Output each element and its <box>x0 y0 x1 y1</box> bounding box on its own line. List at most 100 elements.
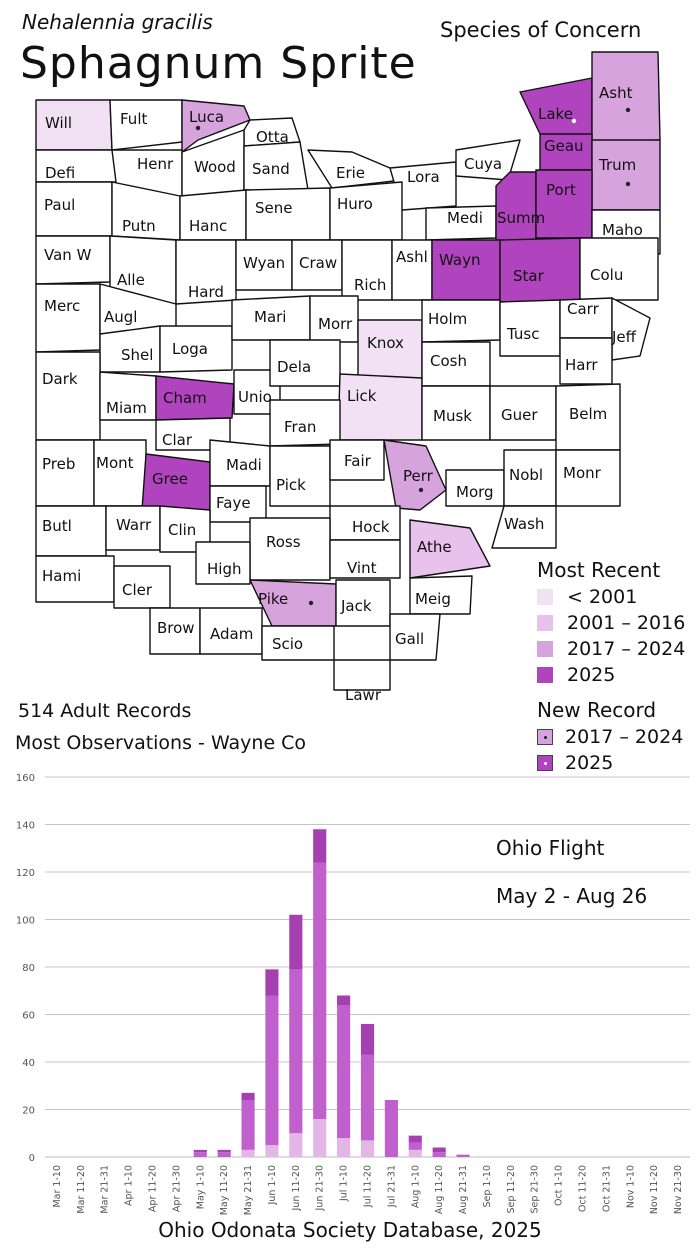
x-tick-label: Oct 11-20 <box>578 1165 589 1212</box>
x-tick-label: Sep 21-30 <box>530 1165 541 1214</box>
bar-segment <box>265 1145 279 1157</box>
bar-segment <box>241 1100 255 1150</box>
county-label: Perr <box>403 467 434 485</box>
county-label: Alle <box>117 271 145 289</box>
county-label: Van W <box>44 246 92 264</box>
county-label: Lake <box>538 105 573 123</box>
county-label: Athe <box>417 538 452 556</box>
legend-label: 2025 <box>567 664 616 686</box>
county-label: Guer <box>501 406 538 424</box>
bar-segment <box>360 1054 375 1141</box>
bar-segment <box>337 995 351 1005</box>
y-tick-label: 40 <box>22 1058 35 1069</box>
county-label: Unio <box>238 388 272 406</box>
county-label: Cuya <box>464 155 502 173</box>
county-dark <box>35 351 101 441</box>
bar-segment <box>456 1154 470 1157</box>
bar-segment <box>193 1152 207 1157</box>
county-label: Fult <box>120 110 147 128</box>
x-tick-label: Apr 11-20 <box>148 1165 159 1212</box>
county-label: Hanc <box>189 217 227 235</box>
legend-most-recent-title: Most Recent <box>537 558 661 582</box>
county-cham <box>155 375 235 421</box>
bar-segment <box>384 1100 398 1157</box>
x-tick-label: Jul 21-31 <box>386 1165 397 1208</box>
county-label: Asht <box>599 84 633 102</box>
county-label: Wood <box>194 158 236 176</box>
new-record-dot <box>418 487 424 493</box>
legend-label: 2025 <box>565 752 614 774</box>
county-label: Gree <box>152 470 188 488</box>
county-label: Jack <box>340 597 372 615</box>
x-tick-label: Aug 11-20 <box>434 1165 445 1214</box>
county-lick <box>337 373 423 441</box>
county-label: Lora <box>407 168 440 186</box>
county-loga <box>159 325 233 373</box>
county-label: Defi <box>45 164 75 182</box>
county-label: Meig <box>415 590 451 608</box>
x-tick-label: Mar 11-20 <box>76 1165 87 1214</box>
common-name-title: Sphagnum Sprite <box>20 38 417 89</box>
county-label: Adam <box>210 625 253 643</box>
county-gall <box>389 613 441 661</box>
y-tick-label: 60 <box>22 1011 35 1022</box>
county-label: Belm <box>569 405 607 423</box>
x-tick-label: Jul 11-20 <box>363 1165 374 1208</box>
county-label: Faye <box>216 494 251 512</box>
county-label: Hami <box>42 567 81 585</box>
county-label: Port <box>546 181 576 199</box>
y-tick-label: 100 <box>16 916 35 927</box>
legend-item: 2001 – 2016 <box>537 610 685 636</box>
bar-segment <box>289 914 303 970</box>
county-label: Paul <box>44 196 75 214</box>
county-label: Dela <box>277 358 311 376</box>
county-label: Mont <box>96 454 134 472</box>
county-label: Loga <box>172 340 208 358</box>
bar-segment <box>408 1149 422 1157</box>
county-vint <box>329 539 401 579</box>
legend-most-recent: Most Recent < 2001 2001 – 2016 2017 – 2024… <box>537 558 685 776</box>
county-label: Will <box>45 114 72 132</box>
legend-swatch <box>537 589 553 605</box>
county-label: Pick <box>276 476 306 494</box>
bar-segment <box>241 1149 255 1157</box>
county-wash <box>491 505 557 549</box>
county-label: Hard <box>188 283 224 301</box>
county-label: Tusc <box>506 325 539 343</box>
x-tick-label: Jun 21-30 <box>315 1165 326 1211</box>
county-label: Morr <box>318 315 353 333</box>
county-mont <box>93 439 147 507</box>
county-label: Nobl <box>509 466 543 484</box>
new-record-dot <box>625 181 631 187</box>
county-label: Musk <box>433 407 472 425</box>
x-tick-label: May 11-20 <box>219 1165 230 1215</box>
county-athe <box>409 519 491 579</box>
x-tick-label: Jul 1-10 <box>339 1165 350 1202</box>
chart-subtitle: May 2 - Aug 26 <box>496 884 647 908</box>
county-label: Wash <box>504 515 544 533</box>
x-tick-label: Oct 21-31 <box>601 1165 612 1212</box>
x-tick-label: Nov 21-30 <box>673 1165 684 1214</box>
x-tick-label: Jun 1-10 <box>267 1165 278 1205</box>
county-label: Sene <box>255 199 293 217</box>
county-label: Fair <box>344 452 372 470</box>
county-label: Wayn <box>439 251 480 269</box>
county-label: Brow <box>157 619 195 637</box>
bar-segment <box>217 1149 231 1153</box>
county-label: Merc <box>44 297 80 315</box>
chart-title: Ohio Flight <box>496 836 605 860</box>
x-tick-label: Sep 11-20 <box>506 1165 517 1214</box>
bar-segment <box>360 1140 375 1157</box>
county-label: Craw <box>299 254 337 272</box>
y-tick-label: 140 <box>16 821 35 832</box>
y-tick-label: 20 <box>22 1106 35 1117</box>
bar-segment <box>289 969 303 1134</box>
county-label: Pike <box>258 590 288 608</box>
county-lawr <box>333 659 391 691</box>
x-tick-label: Jun 11-20 <box>291 1165 302 1211</box>
x-tick-label: Aug 21-31 <box>458 1165 469 1214</box>
bar-segment <box>337 1005 351 1138</box>
y-tick-label: 160 <box>16 773 35 784</box>
legend-new-record-swatch <box>537 729 553 745</box>
